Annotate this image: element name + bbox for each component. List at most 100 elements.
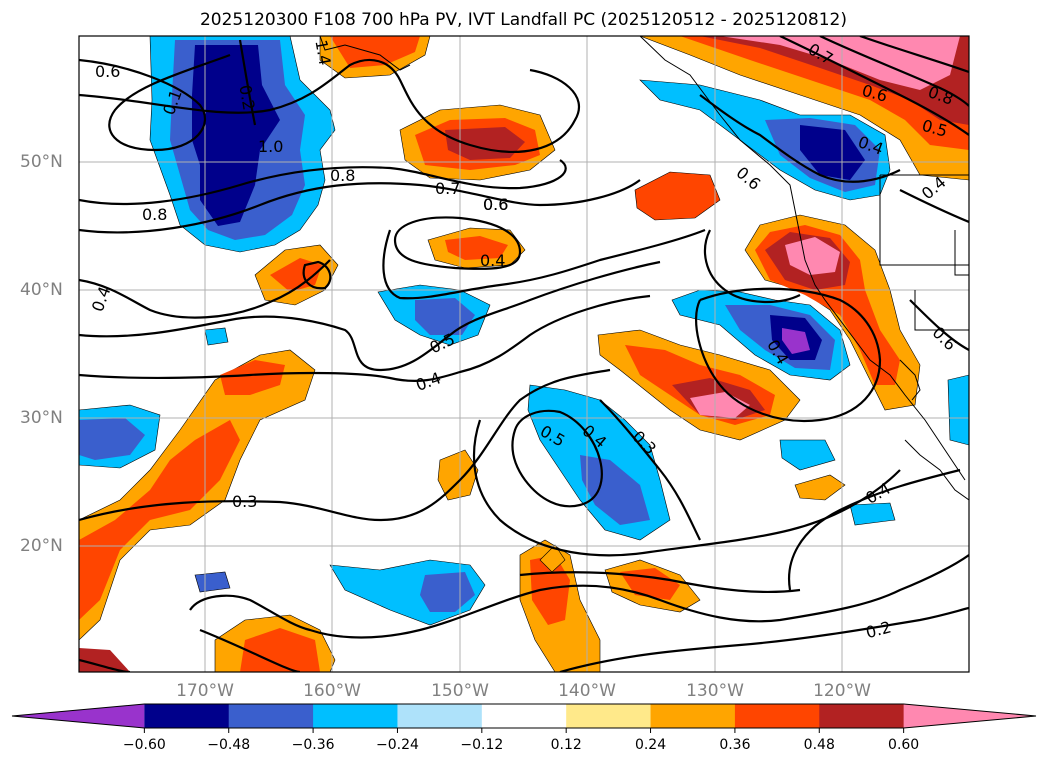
blue-region-ne-core <box>800 125 865 180</box>
contour-line <box>393 216 522 270</box>
contour-line <box>519 571 801 594</box>
warm-region-east-4 <box>785 237 840 275</box>
colorbar-extend-high <box>903 704 1036 728</box>
lat-tick: 30°N <box>20 408 63 428</box>
contour-line <box>703 229 801 303</box>
lon-tick: 130°W <box>686 681 744 701</box>
colorbar-cell <box>313 704 398 728</box>
alaska-coast <box>319 36 411 71</box>
contour-line <box>189 554 969 639</box>
warm-region-small-2 <box>794 474 846 501</box>
colorbar-cell <box>734 704 820 728</box>
warm-region-ne-small <box>634 171 721 221</box>
lat-tick: 40°N <box>20 280 63 300</box>
warm-region-small-3 <box>539 544 566 573</box>
colorbar-label: −0.24 <box>376 737 419 753</box>
colorbar-cell <box>228 704 314 728</box>
warm-region-west-band-2 <box>79 420 240 620</box>
contour-line <box>79 368 611 522</box>
warm-region-sw-2 <box>240 628 320 672</box>
colorbar-label: 0.24 <box>634 737 667 753</box>
lat-tick: 50°N <box>20 152 63 172</box>
contour-label: 0.2 <box>235 83 258 111</box>
blue-region-south-inner <box>420 572 475 612</box>
warm-region-small-1 <box>437 449 479 501</box>
colorbar-label: 0.48 <box>803 737 835 753</box>
contour-line <box>819 36 969 107</box>
contour-line <box>79 260 661 372</box>
lat-tick: 20°N <box>20 536 63 556</box>
us-state-border-1 <box>879 175 969 266</box>
colorbar-label: 0.36 <box>719 737 751 753</box>
us-state-border-3 <box>954 230 969 276</box>
contour-label: 0.6 <box>483 195 508 214</box>
lon-tick: 150°W <box>431 681 489 701</box>
colorbar-cell <box>144 704 230 728</box>
contour-label: 0.7 <box>435 179 460 198</box>
blue-region-small-3 <box>849 502 896 526</box>
warm-region-west-dark <box>79 648 130 672</box>
contour-line <box>899 189 969 224</box>
contour-line <box>79 259 331 319</box>
contour-label: 0.3 <box>232 492 257 511</box>
colorbar-cell <box>650 704 736 728</box>
contour-line <box>599 399 701 541</box>
contour-label: 0.4 <box>480 251 505 270</box>
contour-line <box>79 179 641 234</box>
contour-label: 0.8 <box>330 166 355 185</box>
contour-line <box>238 39 257 126</box>
blue-region-nw-core <box>192 45 280 226</box>
us-state-border-2 <box>914 290 969 331</box>
contour-line <box>302 260 332 290</box>
contours <box>79 36 969 672</box>
warm-region-central-2 <box>445 236 508 260</box>
contour-line <box>699 94 901 183</box>
contour-line <box>79 159 567 206</box>
lon-tick: 120°W <box>813 681 871 701</box>
contour-line <box>859 36 969 74</box>
map-canvas: 0.6 0.8 0.8 0.4 0.6 0.7 0.6 0.4 0.5 0.4 … <box>78 35 970 673</box>
blue-region-east-edge <box>947 374 969 446</box>
blue-region-subtropical-inner <box>580 455 650 525</box>
colorbar <box>11 703 1037 733</box>
contour-line <box>788 468 961 591</box>
blue-region-small-1 <box>194 571 231 593</box>
map-frame <box>78 35 970 673</box>
contour-line <box>199 628 301 672</box>
lon-tick: 170°W <box>176 681 234 701</box>
blue-region-small-4 <box>204 327 229 346</box>
contour-line <box>79 294 651 382</box>
contour-line <box>779 36 969 136</box>
colorbar-label: 0.60 <box>888 737 920 753</box>
blue-region-small-2 <box>779 439 836 471</box>
contour-line <box>382 228 706 300</box>
contour-line <box>79 53 231 152</box>
blue-region-west-inner <box>79 418 145 460</box>
contour-line <box>909 299 969 351</box>
contour-label: 1.4 <box>311 38 334 66</box>
contour-label: 0.6 <box>95 62 120 81</box>
contour-label: 0.6 <box>483 195 508 214</box>
mexico-coast <box>904 439 969 501</box>
purple-region-east <box>782 328 810 354</box>
colorbar-extend-low <box>12 704 145 728</box>
lon-tick: 160°W <box>303 681 361 701</box>
contour-line <box>511 409 603 508</box>
contour-line <box>695 287 882 422</box>
colorbar-cell <box>819 704 905 728</box>
colorbar-label: −0.36 <box>291 737 335 753</box>
baja-coast <box>899 359 921 401</box>
lon-tick: 140°W <box>558 681 616 701</box>
colorbar-cell <box>397 704 483 728</box>
colorbar-label: 0.12 <box>550 737 582 753</box>
colorbar-cell <box>566 704 652 728</box>
map-title: 2025120300 F108 700 hPa PV, IVT Landfall… <box>199 10 847 30</box>
contour-line <box>559 606 969 672</box>
contour-label: 1.0 <box>258 137 283 156</box>
colorbar-label: −0.48 <box>207 737 251 753</box>
warm-region-west-small <box>220 360 285 395</box>
contour-line <box>79 58 581 153</box>
contour-label: 0.8 <box>142 205 167 224</box>
colorbar-label: −0.60 <box>122 737 166 753</box>
colorbar-label: −0.12 <box>460 737 504 753</box>
